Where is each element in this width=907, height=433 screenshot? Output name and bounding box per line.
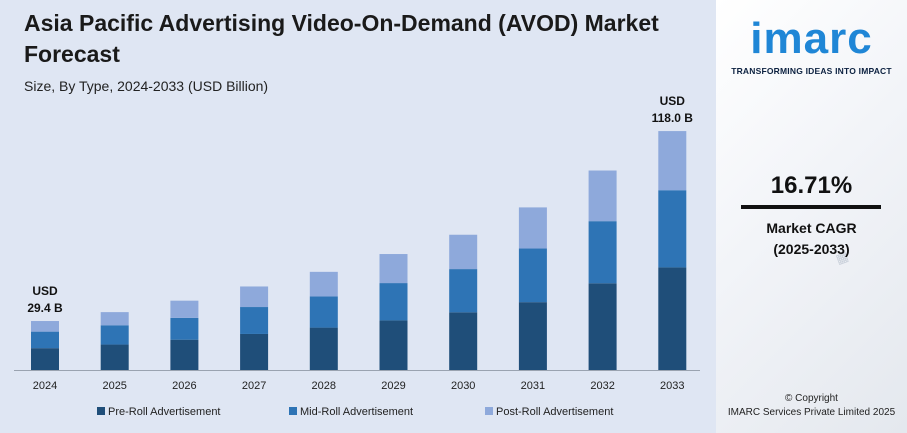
bar-2027-series-1 <box>240 307 269 334</box>
bar-2029-series-1 <box>379 283 408 321</box>
bar-2031-series-2 <box>518 207 547 249</box>
bar-2026-series-1 <box>170 317 199 340</box>
bar-2028-series-0 <box>309 327 338 370</box>
brand-block: imarc TRANSFORMING IDEAS INTO IMPACT <box>716 14 907 76</box>
x-tick-label: 2027 <box>242 380 266 392</box>
bar-2024-series-1 <box>31 331 59 349</box>
bar-2025-series-0 <box>100 344 129 370</box>
x-tick-label: 2024 <box>33 380 57 392</box>
total-annotation-unit: USD <box>660 94 686 108</box>
x-tick-label: 2031 <box>521 380 545 392</box>
legend-swatch-2 <box>485 407 493 415</box>
bar-2029-series-2 <box>379 254 408 284</box>
bar-2025-series-1 <box>100 325 129 345</box>
x-tick-label: 2032 <box>590 380 614 392</box>
copyright: © Copyright IMARC Services Private Limit… <box>716 392 907 420</box>
bar-2033-series-1 <box>658 190 687 268</box>
chart-title: Asia Pacific Advertising Video-On-Demand… <box>24 10 659 67</box>
bar-2024-series-2 <box>31 321 59 332</box>
total-annotation-value: 29.4 B <box>27 301 63 315</box>
x-tick-label: 2026 <box>172 380 196 392</box>
legend-label-2: Post-Roll Advertisement <box>496 406 613 418</box>
copyright-line2: IMARC Services Private Limited 2025 <box>727 407 896 418</box>
bar-2031-series-1 <box>518 248 547 303</box>
bar-2032-series-2 <box>588 170 617 222</box>
bar-2025-series-2 <box>100 312 129 326</box>
bar-2028-series-2 <box>309 271 338 297</box>
cagr-label: Market CAGR (2025-2033) <box>716 218 907 260</box>
bar-2032-series-1 <box>588 221 617 284</box>
copyright-line1: © Copyright <box>785 393 838 404</box>
bar-2026-series-0 <box>170 339 199 370</box>
legend-label-0: Pre-Roll Advertisement <box>108 406 221 418</box>
cagr-label-line1: Market CAGR <box>766 220 857 236</box>
bar-2031-series-0 <box>518 302 547 370</box>
x-tick-label: 2028 <box>312 380 336 392</box>
legend-swatch-0 <box>97 407 105 415</box>
legend-swatch-1 <box>289 407 297 415</box>
chart-subtitle: Size, By Type, 2024-2033 (USD Billion) <box>24 78 269 94</box>
stacked-bar-chart: 2024 USD 29.4 B 2025 2026 2027 2028 2029 2030 203… <box>14 94 700 418</box>
cagr-label-line2: (2025-2033) <box>773 241 850 257</box>
bar-2024-series-0 <box>31 348 59 370</box>
bar-2027-series-0 <box>240 333 269 370</box>
x-tick-label: 2029 <box>381 380 405 392</box>
bar-2030-series-1 <box>449 269 478 313</box>
bar-2033-series-2 <box>658 131 687 191</box>
x-tick-label: 2030 <box>451 380 475 392</box>
bar-2030-series-0 <box>449 312 478 370</box>
x-tick-label: 2033 <box>660 380 684 392</box>
bar-2028-series-1 <box>309 296 338 328</box>
bar-2026-series-2 <box>170 300 199 318</box>
legend-label-1: Mid-Roll Advertisement <box>300 406 413 418</box>
x-tick-label: 2025 <box>102 380 126 392</box>
bar-2029-series-0 <box>379 320 408 370</box>
imarc-logo: imarc <box>750 14 873 63</box>
cagr-divider <box>741 205 881 209</box>
bar-2032-series-0 <box>588 283 617 370</box>
total-annotation-unit: USD <box>32 284 58 298</box>
chart-panel: Asia Pacific Advertising Video-On-Demand… <box>14 10 700 418</box>
bar-2033-series-0 <box>658 267 687 370</box>
bar-2027-series-2 <box>240 286 269 308</box>
brand-tagline: TRANSFORMING IDEAS INTO IMPACT <box>731 66 892 76</box>
total-annotation-value: 118.0 B <box>652 111 694 125</box>
info-panel: ▦ imarc TRANSFORMING IDEAS INTO IMPACT 1… <box>716 0 907 433</box>
cagr-value: 16.71% <box>770 172 853 199</box>
bar-2030-series-2 <box>449 234 478 270</box>
